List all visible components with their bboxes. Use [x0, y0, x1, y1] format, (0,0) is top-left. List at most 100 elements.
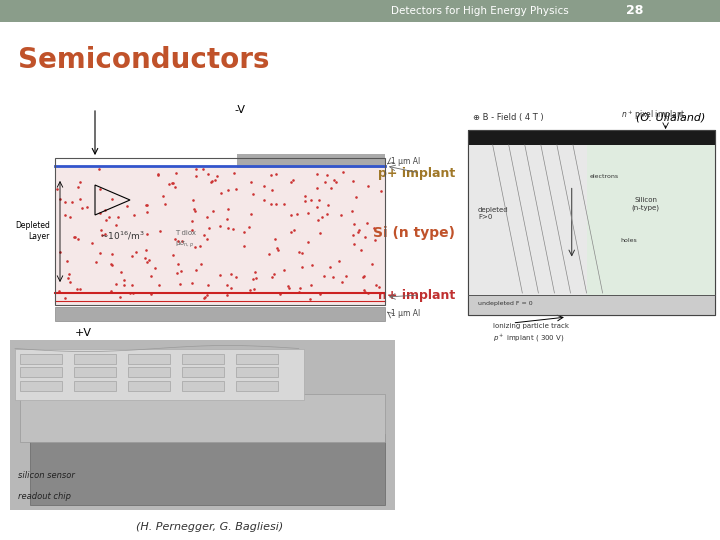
- Point: [194, 242, 206, 251]
- Point: [210, 176, 221, 184]
- Point: [268, 269, 279, 278]
- Point: [59, 293, 71, 302]
- Point: [174, 280, 186, 289]
- Point: [104, 213, 115, 221]
- Point: [118, 281, 130, 289]
- Point: [273, 246, 284, 255]
- Point: [271, 244, 283, 252]
- Point: [366, 260, 377, 268]
- Point: [141, 200, 153, 209]
- Point: [62, 274, 73, 282]
- FancyBboxPatch shape: [15, 348, 304, 400]
- Point: [247, 275, 258, 284]
- Point: [55, 248, 66, 256]
- Point: [221, 281, 233, 289]
- Point: [316, 213, 328, 221]
- Point: [75, 178, 86, 186]
- Point: [52, 185, 63, 193]
- Point: [347, 207, 359, 215]
- Point: [152, 171, 163, 179]
- Point: [375, 187, 387, 196]
- Text: ⊕ B - Field ( 4 T ): ⊕ B - Field ( 4 T ): [473, 113, 544, 122]
- Point: [74, 195, 86, 204]
- FancyBboxPatch shape: [181, 354, 224, 364]
- Text: -V: -V: [235, 105, 246, 115]
- Text: Detectors for High Energy Physics: Detectors for High Energy Physics: [391, 6, 569, 16]
- Point: [171, 168, 182, 177]
- Point: [243, 222, 255, 231]
- Text: Semiconductors: Semiconductors: [18, 46, 269, 74]
- Point: [370, 281, 382, 289]
- Point: [169, 183, 181, 192]
- Point: [176, 237, 187, 245]
- Point: [94, 248, 106, 257]
- Point: [222, 215, 233, 224]
- Point: [105, 260, 117, 268]
- Point: [325, 183, 337, 192]
- FancyBboxPatch shape: [235, 354, 278, 364]
- Point: [359, 232, 371, 241]
- Point: [274, 289, 285, 298]
- FancyBboxPatch shape: [74, 381, 116, 391]
- FancyBboxPatch shape: [0, 0, 720, 22]
- Point: [244, 286, 256, 294]
- Point: [64, 213, 76, 221]
- Point: [355, 246, 366, 255]
- Text: 28: 28: [626, 4, 644, 17]
- Text: electrons: electrons: [589, 174, 618, 179]
- Point: [72, 234, 84, 243]
- Point: [202, 281, 214, 289]
- FancyBboxPatch shape: [55, 307, 385, 321]
- Text: p+ implant: p+ implant: [378, 166, 455, 179]
- Point: [95, 226, 107, 234]
- Point: [333, 257, 345, 266]
- Point: [189, 207, 200, 215]
- Point: [351, 193, 362, 202]
- Point: [286, 211, 297, 220]
- FancyBboxPatch shape: [10, 340, 395, 510]
- Point: [167, 178, 179, 187]
- Point: [145, 289, 156, 298]
- Point: [284, 284, 295, 292]
- Point: [297, 248, 308, 257]
- Point: [142, 230, 153, 238]
- FancyBboxPatch shape: [55, 166, 385, 305]
- Point: [145, 272, 157, 281]
- Point: [121, 201, 132, 210]
- Point: [163, 179, 175, 188]
- Point: [361, 219, 372, 227]
- Point: [149, 264, 161, 272]
- Point: [311, 203, 323, 212]
- FancyBboxPatch shape: [587, 145, 715, 295]
- FancyBboxPatch shape: [236, 154, 385, 168]
- Point: [93, 165, 104, 173]
- Point: [140, 201, 152, 210]
- Point: [86, 238, 98, 247]
- Point: [191, 265, 202, 274]
- Point: [157, 192, 168, 200]
- Point: [287, 176, 299, 184]
- Point: [176, 267, 187, 275]
- Text: 1 μm Al: 1 μm Al: [391, 309, 420, 319]
- Text: silicon sensor: silicon sensor: [18, 471, 75, 481]
- Point: [139, 253, 150, 262]
- Point: [189, 243, 201, 252]
- Point: [201, 212, 212, 221]
- Point: [211, 171, 222, 180]
- Point: [81, 202, 93, 211]
- Point: [105, 287, 117, 295]
- Point: [172, 260, 184, 268]
- Point: [94, 208, 106, 217]
- Point: [315, 229, 326, 238]
- Point: [61, 257, 73, 266]
- Point: [348, 219, 360, 228]
- Point: [278, 266, 289, 274]
- Point: [321, 210, 333, 218]
- Point: [106, 195, 117, 204]
- Point: [73, 183, 84, 191]
- Point: [357, 273, 369, 282]
- Text: Silicon
(n-type): Silicon (n-type): [632, 197, 660, 211]
- FancyBboxPatch shape: [128, 354, 170, 364]
- Point: [198, 294, 210, 302]
- Point: [202, 170, 214, 179]
